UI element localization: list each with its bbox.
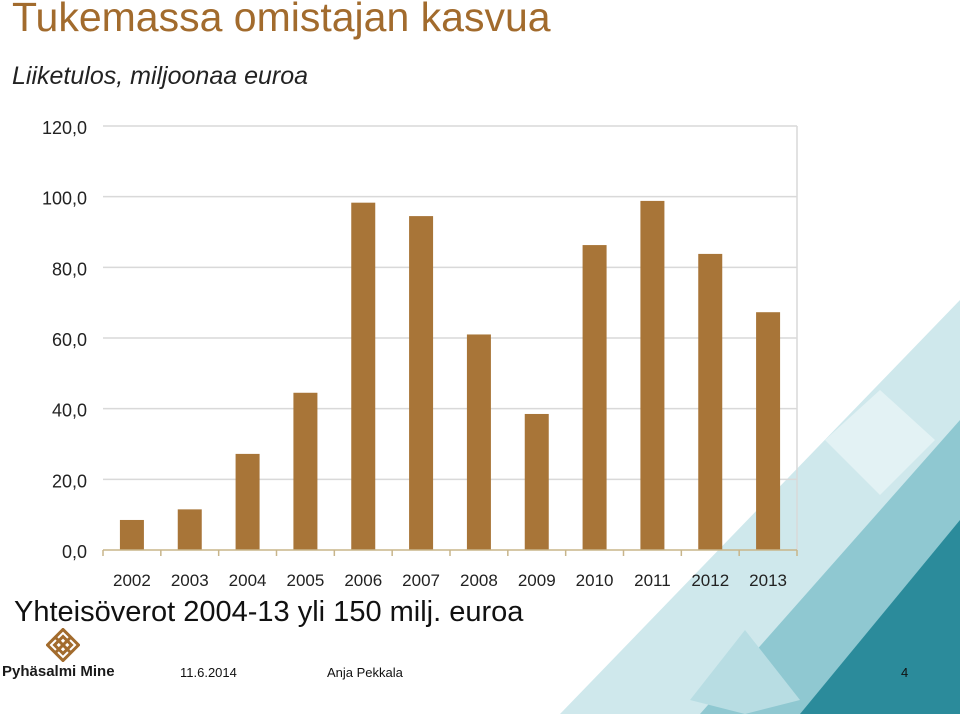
bar-2013 (756, 312, 781, 550)
page-number: 4 (901, 665, 909, 680)
y-tick-label: 60,0 (52, 330, 87, 350)
bar-2004 (235, 453, 260, 550)
x-tick-label: 2002 (113, 571, 151, 590)
bar-2009 (524, 413, 549, 550)
teal-diamond-small (690, 630, 800, 714)
y-tick-label: 80,0 (52, 259, 87, 279)
bar-2003 (177, 509, 202, 550)
x-tick-label: 2008 (460, 571, 498, 590)
logo-text: Pyhäsalmi Mine (2, 663, 115, 680)
y-tick-labels: 0,0 20,0 40,0 60,0 80,0 100,0 120,0 (42, 118, 87, 562)
bar-2010 (582, 245, 607, 550)
teal-diamond-pale (825, 390, 935, 495)
chart-subtitle: Liiketulos, miljoonaa euroa (12, 62, 309, 90)
y-tick-label: 40,0 (52, 401, 87, 421)
y-tick-label: 120,0 (42, 118, 87, 138)
y-tick-label: 100,0 (42, 189, 87, 209)
bar-2011 (640, 200, 665, 550)
bar-2006 (351, 202, 376, 550)
tax-footnote: Yhteisöverot 2004-13 yli 150 milj. euroa (14, 596, 524, 628)
y-tick-label: 20,0 (52, 471, 87, 491)
bar-2008 (466, 334, 491, 550)
bar-2002 (119, 519, 144, 550)
x-tick-label: 2013 (749, 571, 787, 590)
footer-author: Anja Pekkala (327, 665, 403, 680)
x-tick-label: 2003 (171, 571, 209, 590)
teal-diamond-dark (800, 520, 960, 714)
x-tick-labels: 2002 2003 2004 2005 2006 2007 2008 2009 2010 2011… (113, 571, 787, 590)
x-tick-label: 2011 (634, 571, 671, 590)
bar-2007 (409, 216, 434, 550)
x-tick-label: 2009 (518, 571, 556, 590)
y-tick-label: 0,0 (62, 542, 87, 562)
footer-date: 11.6.2014 (180, 665, 237, 680)
company-logo: Pyhäsalmi Mine (2, 628, 124, 684)
x-axis (102, 549, 798, 556)
x-tick-label: 2005 (287, 571, 325, 590)
bar-2012 (698, 253, 723, 550)
diamond-knot-icon (46, 628, 80, 662)
x-tick-label: 2012 (691, 571, 729, 590)
x-tick-label: 2010 (576, 571, 614, 590)
gridlines (103, 125, 798, 550)
bar-2005 (293, 392, 318, 550)
x-tick-label: 2006 (344, 571, 382, 590)
x-tick-label: 2004 (229, 571, 267, 590)
x-tick-label: 2007 (402, 571, 440, 590)
slide-title: Tukemassa omistajan kasvua (12, 0, 551, 40)
bars (119, 200, 781, 550)
